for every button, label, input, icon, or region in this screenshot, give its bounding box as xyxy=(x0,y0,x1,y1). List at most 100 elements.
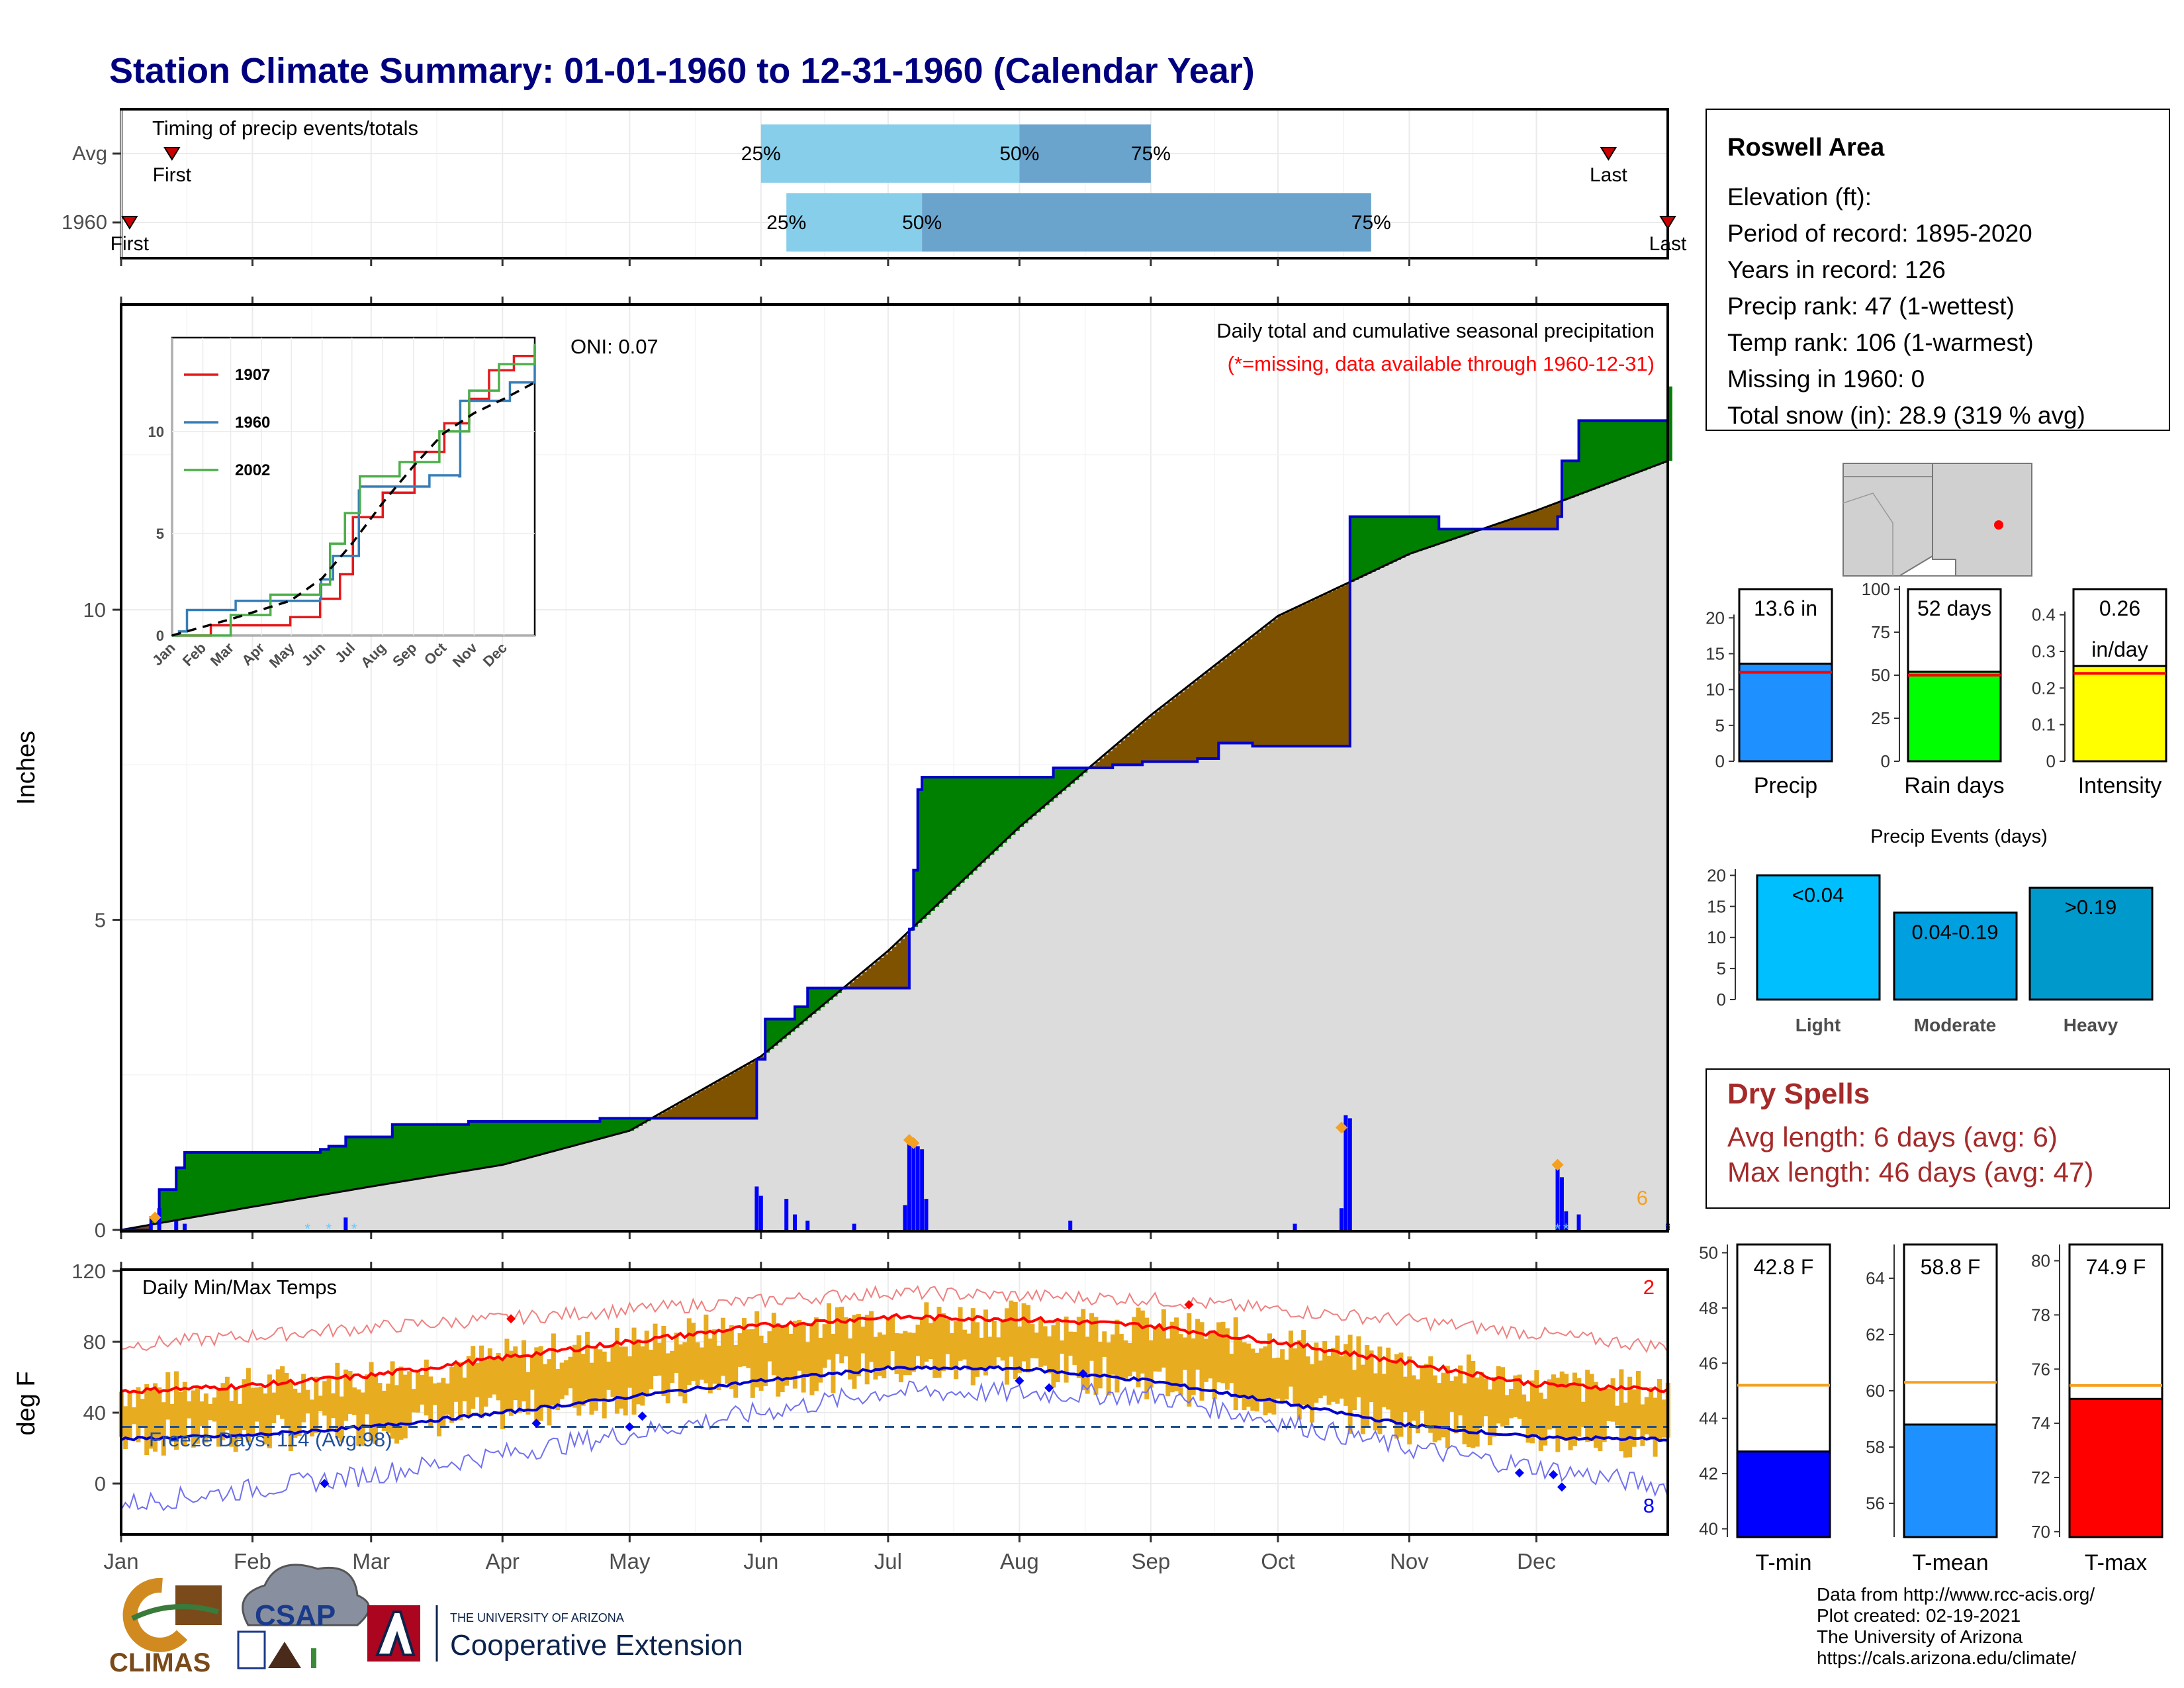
below-average-fill xyxy=(1146,718,1152,762)
events-tick-label: 20 xyxy=(1707,865,1726,885)
above-average-fill xyxy=(1362,516,1367,577)
temp-bar-tick-label: 72 xyxy=(2031,1468,2050,1487)
daily-temp-range-bar xyxy=(398,1366,404,1440)
below-average-fill xyxy=(1260,629,1266,747)
month-tick-label: Dec xyxy=(1517,1549,1556,1573)
daily-temp-range-bar xyxy=(1305,1356,1310,1408)
above-average-fill xyxy=(815,988,821,1011)
daily-temp-range-bar xyxy=(1513,1375,1518,1417)
above-average-fill xyxy=(985,777,990,859)
temp-bar-name: T-max xyxy=(2085,1550,2147,1575)
below-average-fill xyxy=(1235,649,1240,743)
above-average-fill xyxy=(1625,420,1630,477)
mini-bar-tick-label: 0.3 xyxy=(2032,641,2056,661)
above-average-fill xyxy=(1379,516,1385,568)
above-average-fill xyxy=(1006,777,1011,839)
above-average-fill xyxy=(510,1121,516,1163)
timing-marker xyxy=(1600,147,1617,161)
above-average-fill xyxy=(222,1152,228,1212)
below-average-fill xyxy=(884,954,889,988)
mini-bar-tick-label: 75 xyxy=(1871,622,1890,642)
daily-temp-range-bar xyxy=(712,1329,717,1384)
daily-temp-range-bar xyxy=(661,1325,666,1396)
above-average-fill xyxy=(1011,777,1016,835)
daily-temp-range-bar xyxy=(280,1366,285,1419)
above-average-fill xyxy=(1400,516,1406,558)
cumulative-1960-line xyxy=(121,386,1669,1231)
above-average-fill xyxy=(1438,529,1444,544)
daily-temp-range-bar xyxy=(1424,1364,1429,1427)
above-average-fill xyxy=(955,777,961,887)
above-average-fill xyxy=(1383,516,1388,566)
above-average-fill xyxy=(455,1124,461,1173)
above-average-fill xyxy=(404,1124,410,1181)
daily-temp-range-bar xyxy=(898,1333,903,1383)
daily-temp-range-bar xyxy=(852,1315,857,1389)
station-info-line: Period of record: 1895-2020 xyxy=(1727,220,2032,247)
below-average-fill xyxy=(1239,645,1245,743)
daily-temp-range-bar xyxy=(1462,1383,1467,1444)
below-average-fill xyxy=(1324,594,1330,747)
temp-bar-value xyxy=(2068,1397,2163,1538)
above-average-fill xyxy=(570,1121,575,1147)
inset-series-line xyxy=(172,357,536,637)
daily-temp-range-bar xyxy=(1551,1374,1556,1429)
daily-temp-range-bar xyxy=(1492,1376,1497,1437)
temperature-bar-charts: 40 42 44 46 48 50 42.8 F T-min 56 58 60 62 64 58.8 F T… xyxy=(1699,1243,2163,1575)
daily-temp-range-bar xyxy=(1140,1310,1145,1374)
climas-logo: CLIMAS xyxy=(109,1577,222,1677)
timing-row-label: 1960 xyxy=(62,211,107,234)
daily-temp-range-bar xyxy=(979,1337,984,1371)
timing-label: Timing of precip events/totals xyxy=(152,117,418,140)
daily-temp-range-bar xyxy=(1309,1364,1314,1423)
daily-temp-range-bar xyxy=(157,1387,162,1439)
daily-temp-range-bar xyxy=(758,1335,764,1391)
above-average-fill xyxy=(1642,420,1647,471)
daily-temp-range-bar xyxy=(453,1362,459,1402)
daily-temp-range-bar xyxy=(1271,1358,1277,1415)
daily-temp-range-bar xyxy=(1407,1356,1412,1445)
above-average-fill xyxy=(786,1019,792,1035)
daily-temp-range-bar xyxy=(267,1374,272,1448)
daily-temp-range-bar xyxy=(1356,1336,1361,1397)
daily-temp-range-bar xyxy=(551,1333,556,1406)
daily-temp-range-bar xyxy=(882,1335,887,1379)
daily-temp-range-bar xyxy=(1288,1331,1293,1387)
daily-temp-range-bar xyxy=(1212,1331,1217,1399)
daily-temp-range-bar xyxy=(954,1321,959,1380)
daily-temp-range-bar xyxy=(890,1316,895,1352)
daily-temp-range-bar xyxy=(725,1329,730,1384)
daily-precip-bar xyxy=(148,1223,153,1230)
above-average-fill xyxy=(1646,420,1651,469)
daily-temp-range-bar xyxy=(1483,1378,1488,1417)
record-min-line xyxy=(120,1380,1668,1511)
daily-temp-range-bar xyxy=(631,1327,637,1415)
above-average-fill xyxy=(210,1152,215,1215)
below-average-fill xyxy=(1531,512,1537,530)
below-average-fill xyxy=(1108,751,1113,768)
below-average-fill xyxy=(1138,726,1143,765)
above-average-fill xyxy=(968,777,974,875)
above-average-fill xyxy=(366,1137,372,1188)
above-average-fill xyxy=(341,1146,346,1192)
daily-temp-range-bar xyxy=(259,1386,264,1437)
daily-temp-range-bar xyxy=(220,1383,226,1440)
below-average-fill xyxy=(709,1085,715,1119)
below-average-fill xyxy=(1332,590,1338,747)
below-average-fill xyxy=(676,1104,681,1119)
timing-quantile-label: 25% xyxy=(741,143,781,165)
above-average-fill xyxy=(976,777,982,867)
below-average-fill xyxy=(713,1082,719,1119)
above-average-fill xyxy=(1048,777,1054,802)
daily-temp-range-bar xyxy=(903,1331,908,1376)
below-average-fill xyxy=(1345,584,1351,747)
daily-temp-range-bar xyxy=(432,1383,437,1405)
dry-spells-max: Max length: 46 days (avg: 47) xyxy=(1727,1156,2093,1188)
temp-bar-tick-label: 58 xyxy=(1866,1437,1885,1457)
above-average-fill xyxy=(451,1124,457,1174)
daily-temp-range-bar xyxy=(1437,1383,1442,1441)
events-bar-label: >0.19 xyxy=(2065,896,2116,919)
above-average-fill xyxy=(1637,420,1643,473)
below-average-fill xyxy=(1553,504,1558,530)
avg-min-line xyxy=(120,1365,1668,1442)
